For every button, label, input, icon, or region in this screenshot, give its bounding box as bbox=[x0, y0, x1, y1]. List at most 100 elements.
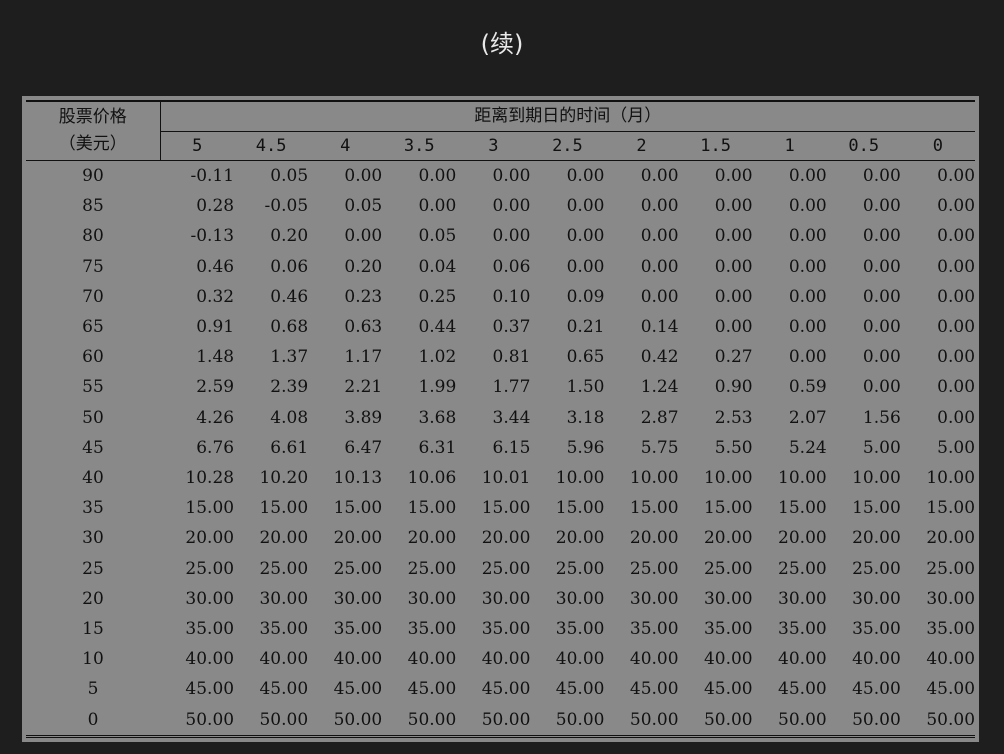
option-value-cell: 0.68 bbox=[270, 317, 309, 338]
option-value-cell: 30.00 bbox=[407, 588, 457, 609]
table-header: 股票价格 （美元） 距离到期日的时间（月） 5 4.5 4 3.5 3 2.5 2 1.5 1 0… bbox=[26, 101, 976, 161]
option-value-cell: 0.00 bbox=[937, 347, 976, 368]
option-value-cell: 20.00 bbox=[259, 528, 309, 549]
option-value-cell: 6.15 bbox=[492, 437, 531, 458]
option-value-cell: 0.46 bbox=[270, 286, 309, 307]
option-value-cell: 20.00 bbox=[407, 528, 457, 549]
option-value-cell: 30.00 bbox=[703, 588, 753, 609]
option-value-cell: 15.00 bbox=[778, 498, 827, 519]
option-value-cell: 6.61 bbox=[270, 437, 309, 458]
table-row: 20 30.00 30.00 30.00 30.00 30.00 30.00 30.00 30.… bbox=[26, 584, 975, 614]
option-value-cell: 5.24 bbox=[788, 437, 827, 458]
option-value-cell: 0.00 bbox=[640, 256, 679, 277]
table-row: 25 25.00 25.00 25.00 25.00 25.00 25.00 25.00 25.… bbox=[26, 554, 975, 584]
stock-price-cell: 50 bbox=[82, 407, 104, 428]
option-value-cell: 20.00 bbox=[852, 528, 901, 549]
option-value-cell: 50.00 bbox=[481, 709, 531, 730]
option-value-cell: 2.59 bbox=[196, 377, 235, 398]
option-value-cell: 25.00 bbox=[778, 558, 827, 579]
option-value-cell: 35.00 bbox=[926, 619, 976, 640]
option-value-cell: 35.00 bbox=[778, 619, 827, 640]
option-value-cell: -0.13 bbox=[190, 226, 235, 247]
option-value-cell: 50.00 bbox=[778, 709, 827, 730]
stub-header-title: 股票价格 bbox=[58, 107, 127, 127]
option-value-cell: 5.00 bbox=[937, 437, 976, 458]
option-value-cell: 35.00 bbox=[852, 619, 901, 640]
stock-price-cell: 90 bbox=[82, 166, 104, 186]
option-value-cell: 0.00 bbox=[492, 166, 531, 186]
table-row: 30 20.00 20.00 20.00 20.00 20.00 20.00 20.00 20.… bbox=[26, 523, 975, 553]
option-value-cell: 1.77 bbox=[492, 377, 531, 398]
option-value-cell: 1.17 bbox=[344, 347, 383, 368]
option-value-cell: 0.00 bbox=[418, 196, 457, 217]
table-row: 55 2.59 2.39 2.21 1.99 1.77 1.50 1.24 0.90 0.59 0.… bbox=[26, 372, 975, 402]
option-value-cell: 10.00 bbox=[629, 468, 679, 489]
option-value-cell: 20.00 bbox=[926, 528, 976, 549]
option-value-cell: 40.00 bbox=[629, 649, 679, 670]
option-value-cell: 30.00 bbox=[555, 588, 605, 609]
option-value-cell: 35.00 bbox=[703, 619, 753, 640]
option-value-cell: 35.00 bbox=[185, 619, 235, 640]
stock-price-cell: 85 bbox=[82, 196, 104, 217]
stock-price-cell: 65 bbox=[82, 317, 104, 338]
option-value-cell: 30.00 bbox=[778, 588, 827, 609]
option-value-cell: 30.00 bbox=[926, 588, 976, 609]
option-value-cell: 0.90 bbox=[714, 377, 753, 398]
option-value-cell: 45.00 bbox=[778, 679, 827, 700]
option-value-cell: 35.00 bbox=[333, 619, 383, 640]
stub-header: 股票价格 （美元） bbox=[26, 101, 161, 161]
option-value-cell: 3.89 bbox=[344, 407, 383, 428]
column-header: 4 bbox=[308, 131, 383, 161]
column-header: 0.5 bbox=[826, 131, 901, 161]
option-value-cell: 0.00 bbox=[640, 166, 679, 186]
option-value-cell: 10.13 bbox=[333, 468, 383, 489]
option-value-cell: 0.00 bbox=[418, 166, 457, 186]
option-value-cell: 0.42 bbox=[640, 347, 679, 368]
option-value-cell: 20.00 bbox=[555, 528, 605, 549]
option-value-cell: 35.00 bbox=[481, 619, 531, 640]
stock-price-cell: 60 bbox=[82, 347, 104, 368]
option-value-cell: 0.00 bbox=[714, 256, 753, 277]
option-value-cell: 0.05 bbox=[344, 196, 383, 217]
option-value-cell: 0.00 bbox=[937, 377, 976, 398]
option-value-cell: 25.00 bbox=[629, 558, 679, 579]
option-value-cell: 30.00 bbox=[185, 588, 235, 609]
option-value-cell: 15.00 bbox=[555, 498, 605, 519]
option-value-cell: 25.00 bbox=[926, 558, 976, 579]
table-panel: 股票价格 （美元） 距离到期日的时间（月） 5 4.5 4 3.5 3 2.5 2 1.5 1 0… bbox=[22, 96, 979, 742]
stock-price-cell: 35 bbox=[82, 498, 104, 519]
stock-price-cell: 15 bbox=[82, 619, 104, 640]
option-value-cell: 10.28 bbox=[185, 468, 235, 489]
option-value-cell: 0.63 bbox=[344, 317, 383, 338]
option-value-cell: 15.00 bbox=[852, 498, 901, 519]
option-value-cell: 45.00 bbox=[703, 679, 753, 700]
option-value-cell: 0.00 bbox=[714, 317, 753, 338]
option-value-cell: 45.00 bbox=[852, 679, 901, 700]
option-value-cell: 0.00 bbox=[640, 226, 679, 247]
option-value-cell: 50.00 bbox=[407, 709, 457, 730]
option-value-cell: 30.00 bbox=[852, 588, 901, 609]
option-value-cell: 5.96 bbox=[566, 437, 605, 458]
option-value-cell: 50.00 bbox=[926, 709, 976, 730]
option-value-cell: 0.00 bbox=[862, 256, 901, 277]
option-value-cell: 0.00 bbox=[714, 226, 753, 247]
option-value-cell: 0.00 bbox=[788, 317, 827, 338]
option-value-cell: 15.00 bbox=[926, 498, 976, 519]
column-header: 2.5 bbox=[530, 131, 605, 161]
option-value-cell: 20.00 bbox=[333, 528, 383, 549]
option-value-cell: 50.00 bbox=[852, 709, 901, 730]
option-value-cell: 20.00 bbox=[185, 528, 235, 549]
option-value-cell: 4.26 bbox=[196, 407, 235, 428]
option-value-cell: 0.00 bbox=[937, 256, 976, 277]
option-value-cell: 3.18 bbox=[566, 407, 605, 428]
option-value-cell: 0.00 bbox=[788, 347, 827, 368]
option-value-cell: 20.00 bbox=[629, 528, 679, 549]
option-value-cell: 0.91 bbox=[196, 317, 235, 338]
option-value-cell: 40.00 bbox=[852, 649, 901, 670]
stock-price-cell: 75 bbox=[82, 256, 104, 277]
option-value-cell: 25.00 bbox=[481, 558, 531, 579]
option-value-cell: 45.00 bbox=[555, 679, 605, 700]
option-value-cell: 0.00 bbox=[862, 317, 901, 338]
option-value-cell: 10.00 bbox=[778, 468, 827, 489]
option-value-cell: -0.05 bbox=[264, 196, 309, 217]
